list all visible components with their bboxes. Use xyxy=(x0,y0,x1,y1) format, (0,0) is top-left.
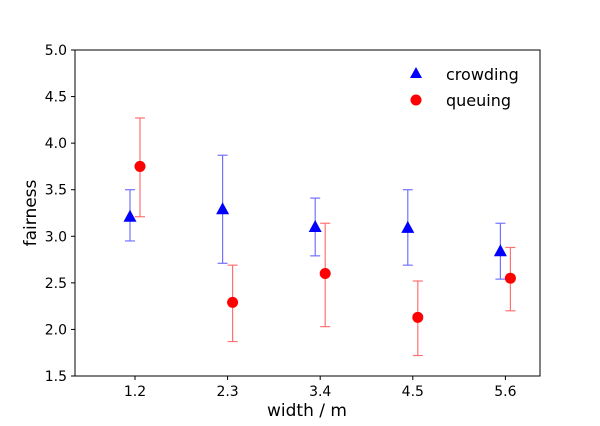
legend-label-queuing: queuing xyxy=(446,91,511,110)
x-tick-label: 4.5 xyxy=(402,384,424,400)
x-tick-label: 2.3 xyxy=(216,384,238,400)
x-tick-label: 3.4 xyxy=(309,384,331,400)
y-tick-label: 4.5 xyxy=(45,90,67,106)
point-crowding xyxy=(216,202,230,215)
x-tick-label: 1.2 xyxy=(124,384,146,400)
point-crowding xyxy=(308,219,322,232)
point-queuing xyxy=(134,160,146,172)
point-queuing xyxy=(319,268,331,280)
y-tick-label: 5.0 xyxy=(45,43,67,59)
y-tick-label: 3.0 xyxy=(45,229,67,245)
point-crowding xyxy=(401,220,415,233)
legend: crowding queuing xyxy=(410,65,519,110)
x-axis-label: width / m xyxy=(267,401,347,421)
y-tick-label: 2.0 xyxy=(45,322,67,338)
plot-frame xyxy=(74,49,541,377)
point-crowding xyxy=(493,244,507,257)
y-tick-label: 1.5 xyxy=(45,369,67,385)
point-queuing xyxy=(227,296,239,308)
point-crowding xyxy=(123,209,137,222)
y-tick-label: 2.5 xyxy=(45,276,67,292)
y-axis-label: fairness xyxy=(21,179,41,246)
y-tick-label: 3.5 xyxy=(45,183,67,199)
legend-marker-queuing xyxy=(410,94,422,106)
point-queuing xyxy=(412,311,424,323)
legend-marker-crowding xyxy=(410,67,422,78)
legend-label-crowding: crowding xyxy=(446,65,519,84)
point-queuing xyxy=(504,272,516,284)
y-tick-label: 4.0 xyxy=(45,136,67,152)
x-tick-label: 5.6 xyxy=(494,384,516,400)
